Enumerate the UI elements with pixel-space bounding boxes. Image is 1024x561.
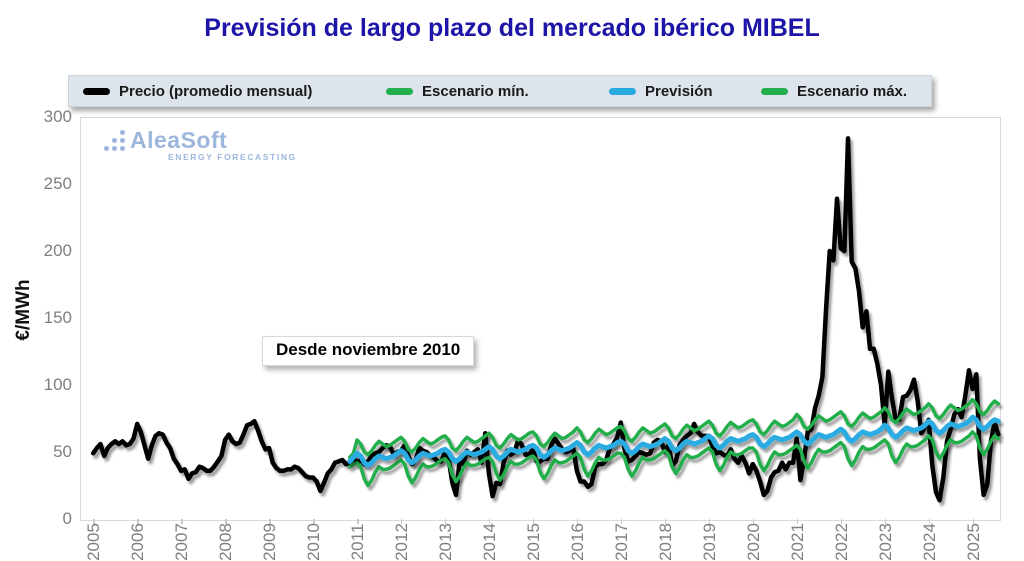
x-tick-label: 2013: [435, 523, 455, 561]
x-tick-mark: [400, 519, 403, 524]
y-tick-label: 50: [53, 442, 72, 461]
x-tick-label: 2019: [699, 523, 719, 561]
x-tick-label: 2010: [304, 523, 324, 561]
x-tick-mark: [796, 519, 799, 524]
legend-swatch-escenario-max: [761, 87, 788, 95]
x-tick-label: 2016: [567, 523, 587, 561]
y-tick-label: 100: [43, 375, 72, 394]
x-tick-mark: [708, 519, 711, 524]
x-tick-mark: [532, 519, 535, 524]
chart-title: Previsión de largo plazo del mercado ibé…: [204, 14, 820, 42]
x-tick-label: 2022: [831, 523, 851, 561]
legend-item-escenario-min: Escenario mín.: [372, 83, 595, 100]
x-tick-mark: [313, 519, 315, 524]
aleasoft-logo-tagline: ENERGY FORECASTING: [168, 152, 297, 162]
x-tick-label: 2008: [216, 523, 236, 561]
y-tick-label: 250: [43, 174, 72, 193]
y-tick-label: 150: [43, 308, 72, 327]
x-tick-mark: [137, 519, 139, 524]
x-tick-mark: [928, 519, 931, 524]
x-tick-label: 2023: [875, 523, 895, 561]
x-tick-mark: [357, 519, 359, 524]
x-tick-label: 2005: [84, 523, 104, 561]
x-tick-label: 2011: [348, 523, 368, 561]
legend-label-escenario-max: Escenario máx.: [797, 82, 908, 100]
x-tick-mark: [840, 519, 843, 524]
x-tick-label: 2024: [919, 523, 939, 561]
x-tick-mark: [752, 519, 755, 524]
x-tick-label: 2015: [523, 523, 543, 561]
x-tick-mark: [444, 519, 447, 524]
series-line-previsi-n: [347, 414, 1001, 468]
aleasoft-logo-icon: [104, 130, 125, 151]
x-tick-label: 2006: [128, 523, 148, 561]
chart-legend: Precio (promedio mensual) Escenario mín.…: [68, 75, 932, 107]
x-tick-mark: [269, 519, 271, 524]
x-tick-mark: [620, 519, 623, 524]
x-tick-label: 2007: [172, 523, 192, 561]
y-tick-label: 0: [62, 509, 72, 528]
y-tick-label: 200: [43, 241, 72, 260]
legend-label-prevision: Previsión: [645, 82, 713, 100]
x-tick-label: 2020: [743, 523, 763, 561]
x-tick-label: 2014: [479, 523, 499, 561]
legend-swatch-precio: [83, 87, 110, 95]
x-tick-mark: [576, 519, 579, 524]
x-tick-label: 2009: [260, 523, 280, 561]
x-tick-label: 2025: [963, 523, 983, 561]
series-line-escenario-m-x-: [347, 397, 1001, 460]
legend-item-precio: Precio (promedio mensual): [69, 83, 372, 100]
legend-label-precio: Precio (promedio mensual): [119, 82, 313, 100]
x-tick-label: 2012: [391, 523, 411, 561]
series-line-escenario-m-n-: [347, 430, 1001, 488]
x-tick-mark: [93, 519, 95, 524]
x-tick-mark: [225, 519, 227, 524]
legend-swatch-prevision: [609, 87, 636, 95]
x-tick-label: 2018: [655, 523, 675, 561]
x-tick-mark: [664, 519, 667, 524]
legend-label-escenario-min: Escenario mín.: [422, 82, 529, 100]
x-tick-mark: [884, 519, 887, 524]
y-tick-label: 300: [43, 107, 72, 126]
x-tick-label: 2021: [787, 523, 807, 561]
chart-canvas: [90, 136, 1001, 503]
annotation-desde-noviembre: Desde noviembre 2010: [262, 336, 475, 366]
x-tick-label: 2017: [611, 523, 631, 561]
x-tick-mark: [488, 519, 491, 524]
x-tick-mark: [972, 519, 975, 524]
x-tick-mark: [181, 519, 183, 524]
aleasoft-watermark: AleaSoft ENERGY FORECASTING: [104, 127, 297, 162]
legend-item-escenario-max: Escenario máx.: [747, 83, 931, 100]
aleasoft-logo-text: AleaSoft: [130, 127, 228, 153]
legend-swatch-escenario-min: [386, 87, 413, 95]
legend-item-prevision: Previsión: [595, 83, 747, 100]
